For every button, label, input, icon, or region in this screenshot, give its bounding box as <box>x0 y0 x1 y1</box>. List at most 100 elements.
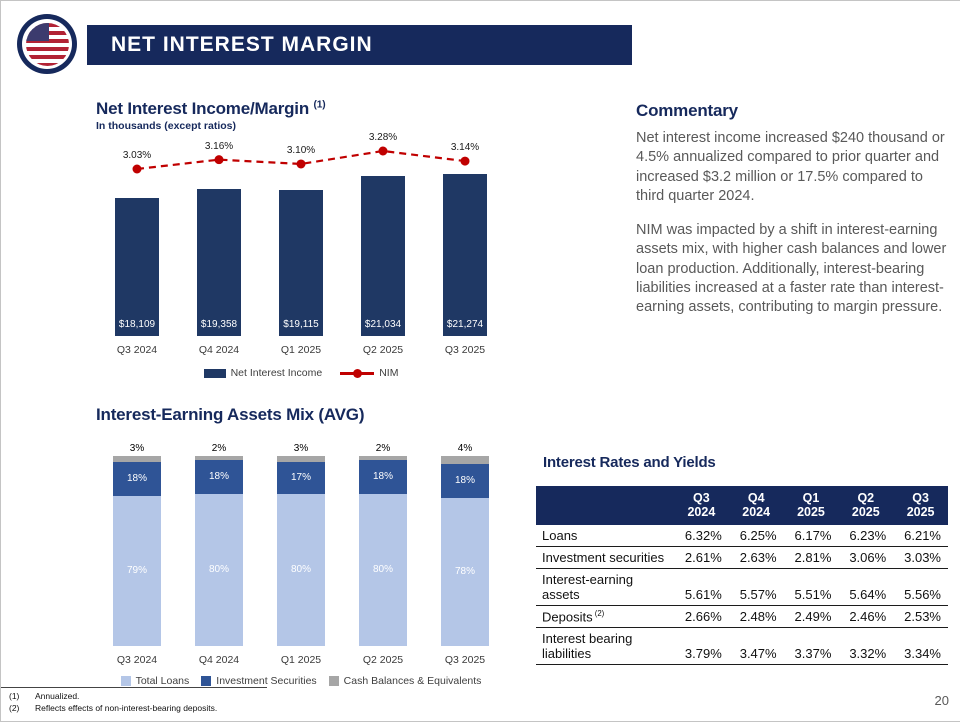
legend-label: Investment Securities <box>216 675 317 687</box>
rates-cell: 6.25% <box>739 527 777 543</box>
mix-segment-label: 2% <box>375 443 391 454</box>
mix-category: Q3 2024 <box>116 654 158 666</box>
rates-col-header: Q4 2024 <box>728 486 784 525</box>
title-banner: NET INTEREST MARGIN <box>87 25 632 65</box>
commentary-body: Net interest income increased $240 thous… <box>636 129 948 333</box>
legend-label: Cash Balances & Equivalents <box>343 675 482 687</box>
income-bar <box>443 174 487 336</box>
rates-cell: 2.66% <box>684 609 722 625</box>
mix-segment <box>113 495 161 646</box>
legend-swatch-icon <box>201 676 212 686</box>
mix-segment-label: 2% <box>211 443 227 454</box>
income-bar <box>361 176 405 336</box>
mix-chart-title: Interest-Earning Assets Mix (AVG) <box>96 405 365 424</box>
legend-label: NIM <box>379 367 399 379</box>
rates-col-header: Q3 2025 <box>893 486 948 525</box>
footnote: (2) Reflects effects of non-interest-bea… <box>9 703 267 713</box>
rates-cell: 2.49% <box>794 609 832 625</box>
income-category: Q1 2025 <box>280 344 322 356</box>
income-bar-value: $19,358 <box>200 319 238 330</box>
income-chart-title: Net Interest Income/Margin (1) <box>96 99 326 119</box>
rates-cell: 3.79% <box>684 646 722 662</box>
income-chart-title-text: Net Interest Income/Margin <box>96 99 310 118</box>
page-title: NET INTEREST MARGIN <box>111 33 373 56</box>
mix-segment <box>277 461 325 494</box>
rates-row: Investment securities 2.61% 2.63% 2.81% 3.06… <box>536 546 948 569</box>
rates-col-header: Q2 2025 <box>838 486 894 525</box>
rates-row-label: Interest-earning assets <box>542 571 634 602</box>
rates-cell: 2.81% <box>794 549 832 565</box>
mix-segment <box>113 461 161 496</box>
income-bar-value: $19,115 <box>283 319 319 330</box>
nim-value: 3.10% <box>286 144 316 156</box>
rates-row-label: Investment securities <box>542 549 665 565</box>
rates-cell: 6.21% <box>904 527 941 543</box>
mix-segment-label: 80% <box>372 564 393 575</box>
mix-segment <box>441 463 489 498</box>
mix-segment <box>113 456 161 462</box>
company-flag-logo <box>17 14 77 74</box>
mix-plot: 79% 18% 3% Q3 2024 80% 18% 2% Q4 2024 80% 17% 3% Q1… <box>96 441 506 666</box>
rates-row: Loans 6.32% 6.25% 6.17% 6.23% 6.21% <box>536 525 948 547</box>
mix-legend: Total Loans Investment Securities Cash Bal… <box>86 675 516 687</box>
rates-row-label: Loans <box>542 527 578 543</box>
rates-cell: 5.57% <box>739 586 777 602</box>
nim-line <box>132 146 470 174</box>
rates-cell: 3.34% <box>904 646 941 662</box>
rates-cell: 5.61% <box>684 586 722 602</box>
income-legend: Net Interest Income NIM <box>96 367 506 379</box>
footnote-text: Annualized. <box>35 691 80 701</box>
mix-category: Q2 2025 <box>362 654 404 666</box>
rates-cell: 5.64% <box>849 586 887 602</box>
mix-segment-label: 17% <box>290 471 311 483</box>
rates-row-label: Deposits (2) <box>542 608 605 625</box>
rates-corner-cell <box>536 486 674 525</box>
income-bar <box>115 198 159 336</box>
rates-col-header: Q1 2025 <box>783 486 839 525</box>
mix-segment-label: 78% <box>454 565 475 577</box>
rates-table-head-row: Q3 2024 Q4 2024 Q1 2025 Q2 2025 Q3 2025 <box>536 486 948 525</box>
mix-segment-label: 80% <box>290 564 311 575</box>
legend-item-net-interest-income: Net Interest Income <box>203 367 322 379</box>
mix-segment <box>359 494 407 646</box>
rates-col-header: Q3 2024 <box>674 486 729 525</box>
commentary-title: Commentary <box>636 101 738 120</box>
rates-cell: 5.51% <box>794 586 832 602</box>
mix-segment <box>195 456 243 460</box>
mix-segment <box>359 456 407 460</box>
rates-cell: 5.56% <box>904 586 941 602</box>
income-bar-value: $18,109 <box>118 319 156 330</box>
commentary-paragraph: NIM was impacted by a shift in interest-… <box>636 222 947 316</box>
income-category: Q3 2025 <box>444 344 486 356</box>
commentary-paragraph: Net interest income increased $240 thous… <box>636 130 945 204</box>
us-flag-icon <box>25 22 69 66</box>
legend-label: Total Loans <box>135 675 190 687</box>
footnote-number: (1) <box>9 691 20 701</box>
income-chart-title-footref: (1) <box>313 99 326 111</box>
mix-segment <box>195 459 243 494</box>
rates-row: Interest-earning assets 5.61% 5.57% 5.51% 5.… <box>536 568 948 606</box>
rates-table: Q3 2024 Q4 2024 Q1 2025 Q2 2025 Q3 2025 Loans 6.32… <box>536 486 948 665</box>
income-category: Q2 2025 <box>362 344 404 356</box>
legend-item-nim: NIM <box>340 367 398 379</box>
mix-segment-label: 18% <box>208 470 229 482</box>
income-plot: $18,109 Q3 2024 3.03% $19,358 Q4 2024 3.16% $1… <box>96 132 506 381</box>
income-category: Q3 2024 <box>116 344 158 356</box>
rates-cell: 6.17% <box>794 527 832 543</box>
legend-swatch-icon <box>328 676 339 686</box>
rates-cell: 2.46% <box>849 609 887 625</box>
line-marker-swatch-icon <box>340 368 375 378</box>
nim-value: 3.03% <box>122 150 152 161</box>
mix-segment <box>277 494 325 646</box>
footnote-number: (2) <box>9 703 20 713</box>
nim-value: 3.14% <box>450 142 480 154</box>
footnote-text: Reflects effects of non-interest-bearing… <box>35 703 218 713</box>
footnotes: (1) Annualized. (2) Reflects effects of … <box>1 687 267 715</box>
income-category: Q4 2024 <box>198 344 240 356</box>
legend-item: Total Loans <box>120 675 190 687</box>
income-chart-subtitle: In thousands (except ratios) <box>96 120 237 132</box>
mix-category: Q3 2025 <box>444 654 486 666</box>
legend-swatch-icon <box>120 676 131 686</box>
mix-segment <box>195 494 243 646</box>
